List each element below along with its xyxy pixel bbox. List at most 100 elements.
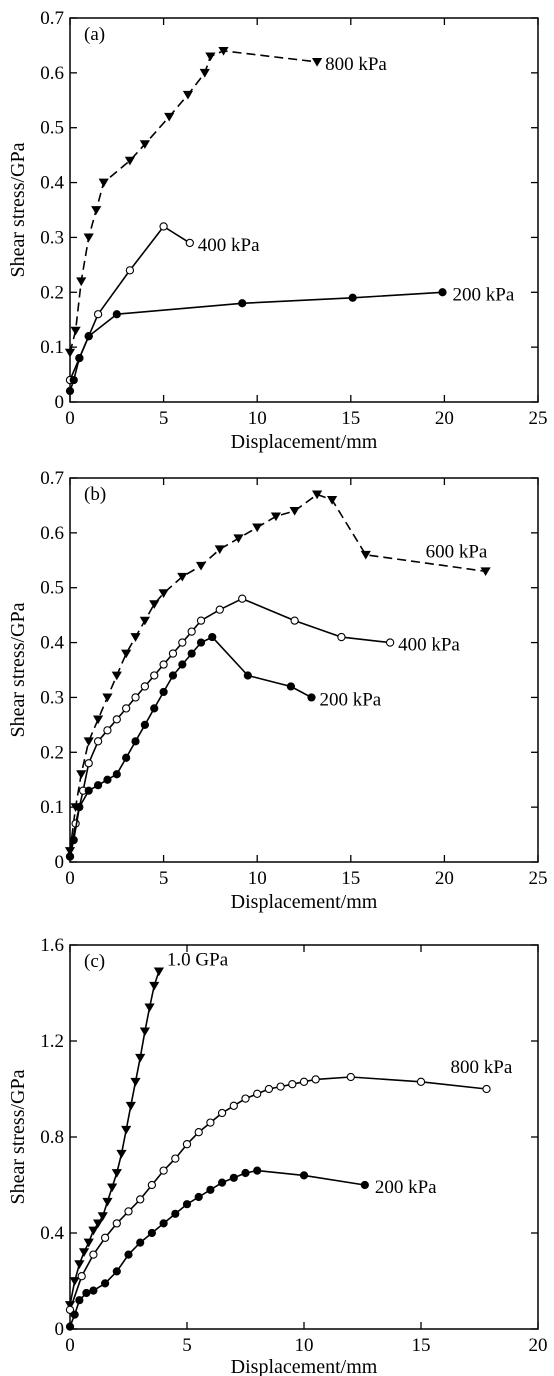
data-point: [311, 1075, 320, 1084]
data-point: [112, 310, 121, 319]
data-point: [75, 803, 84, 812]
y-tick-label: 0.6: [40, 523, 64, 544]
data-point: [65, 1322, 75, 1331]
x-axis-title: Displacement/mm: [231, 431, 378, 453]
data-point: [205, 52, 216, 62]
data-point: [69, 375, 78, 385]
data-point: [139, 616, 150, 626]
y-tick-label: 1.6: [40, 935, 64, 956]
x-tick-label: 10: [248, 408, 267, 429]
y-tick-label: 0.1: [40, 337, 64, 358]
data-point: [93, 310, 103, 319]
data-point: [299, 1171, 309, 1180]
data-point: [65, 386, 75, 396]
data-point: [139, 1027, 150, 1037]
data-point: [93, 737, 103, 746]
y-tick-label: 0.5: [40, 578, 64, 599]
data-point: [171, 1154, 180, 1163]
y-axis-title: Shear stress/GPa: [7, 142, 29, 277]
data-point: [289, 506, 300, 516]
y-axis-title: Shear stress/GPa: [7, 602, 29, 737]
data-point: [360, 550, 371, 560]
series-200-kpa: 200 kPa: [65, 632, 382, 861]
data-point: [253, 1089, 262, 1098]
data-point: [144, 1003, 155, 1013]
data-point: [102, 1197, 113, 1207]
series-label: 1.0 GPa: [167, 949, 229, 970]
x-tick-label: 5: [159, 868, 169, 889]
y-tick-label: 0.2: [40, 282, 64, 303]
plot-frame: [69, 944, 539, 1330]
series-800-kpa: 800 kPa: [65, 1057, 513, 1314]
data-point: [196, 638, 206, 647]
data-point: [69, 1277, 80, 1286]
data-point: [76, 277, 87, 287]
x-tick-label: 15: [341, 868, 360, 889]
data-point: [78, 1248, 90, 1257]
data-point: [187, 627, 196, 636]
data-point: [312, 57, 323, 67]
data-point: [124, 1207, 133, 1216]
data-point: [238, 299, 247, 308]
data-point: [199, 68, 210, 78]
data-point: [182, 1140, 192, 1149]
data-point: [116, 1149, 127, 1159]
y-tick-label: 0.1: [40, 797, 64, 818]
data-point: [76, 770, 87, 779]
data-point: [229, 1101, 238, 1110]
data-point: [111, 1169, 122, 1178]
panel-label: (c): [84, 951, 105, 972]
data-point: [92, 715, 104, 725]
data-point: [125, 1101, 136, 1111]
data-point: [270, 512, 282, 522]
series-label: 200 kPa: [375, 1177, 437, 1198]
y-tick-label: 0.7: [40, 8, 64, 29]
data-point: [182, 90, 194, 100]
series-400-kpa: 400 kPa: [65, 594, 460, 861]
x-tick-label: 20: [435, 868, 454, 889]
y-tick-label: 0.4: [40, 173, 64, 194]
x-tick-label: 20: [435, 408, 454, 429]
data-point: [147, 1180, 157, 1190]
y-tick-label: 0.8: [40, 1127, 64, 1148]
x-tick-label: 5: [159, 408, 169, 429]
data-point: [153, 967, 165, 977]
data-point: [217, 1108, 227, 1118]
data-point: [130, 1077, 141, 1087]
data-point: [158, 589, 169, 598]
data-point: [102, 693, 113, 703]
data-point: [159, 660, 168, 669]
x-tick-label: 15: [412, 1335, 431, 1356]
data-point: [64, 348, 76, 358]
data-point: [168, 649, 178, 658]
data-point: [140, 682, 150, 691]
data-point: [136, 1238, 145, 1247]
data-point: [346, 1072, 355, 1082]
series-200-kpa: 200 kPa: [65, 1166, 437, 1331]
data-point: [215, 605, 224, 614]
data-point: [136, 1195, 145, 1204]
data-point: [208, 632, 217, 642]
data-point: [159, 222, 168, 231]
y-tick-label: 0.5: [40, 118, 64, 139]
data-point: [326, 496, 338, 505]
data-point: [276, 1082, 285, 1091]
data-point: [70, 326, 81, 336]
data-point: [82, 1288, 91, 1298]
data-point: [150, 671, 159, 680]
data-point: [238, 594, 247, 603]
x-tick-label: 10: [295, 1335, 314, 1356]
data-point: [125, 266, 135, 275]
data-point: [111, 671, 122, 681]
data-point: [264, 1084, 274, 1094]
y-tick-label: 1.2: [40, 1031, 64, 1052]
data-point: [194, 1128, 203, 1137]
data-point: [69, 835, 78, 845]
data-point: [84, 786, 93, 795]
data-point: [65, 1305, 75, 1314]
series-label: 800 kPa: [325, 54, 387, 75]
data-point: [337, 632, 346, 642]
x-tick-label: 20: [529, 1335, 548, 1356]
data-point: [103, 775, 112, 784]
data-point: [92, 1219, 104, 1229]
